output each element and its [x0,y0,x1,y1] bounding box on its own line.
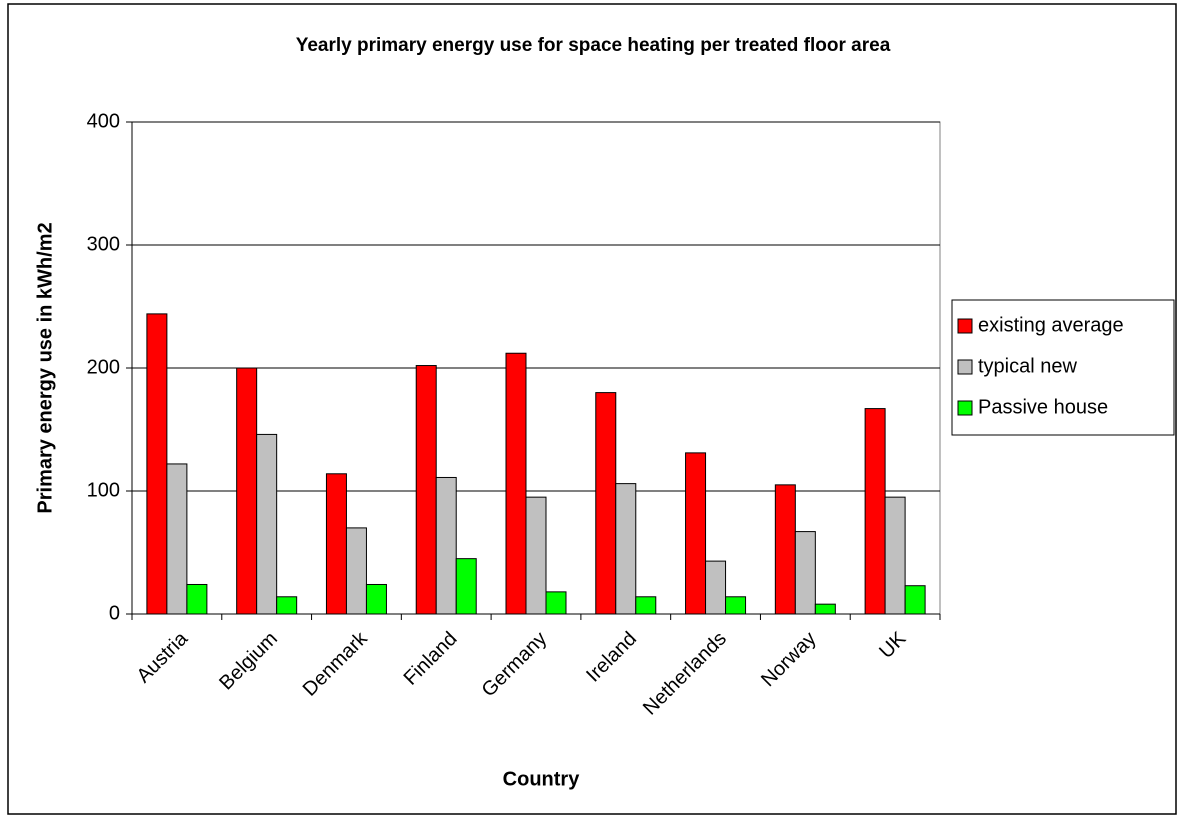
bar [595,392,617,615]
bar [864,408,886,615]
bar [415,365,437,615]
bar [146,313,168,615]
legend-box [951,299,1175,436]
bar [186,583,208,615]
legend-label: Passive house [978,396,1108,418]
bar [236,367,258,615]
bar [345,527,367,615]
bar [725,596,747,615]
bar [166,463,188,615]
bar [705,560,727,615]
legend-swatch [957,318,973,334]
bar [685,452,707,615]
y-tick-label: 300 [87,233,120,255]
bar [774,484,796,615]
bar [545,591,567,615]
bar [455,558,477,615]
bar [365,583,387,615]
legend-label: existing average [978,314,1124,336]
x-axis-title: Country [503,768,581,790]
legend-label: typical new [978,355,1077,377]
legend-swatch [957,400,973,416]
bar [615,483,637,615]
bar [794,531,816,615]
legend-swatch [957,359,973,375]
y-tick-label: 200 [87,356,120,378]
y-tick-label: 400 [87,110,120,132]
bar [435,476,457,615]
bar [256,433,278,615]
chart-title: Yearly primary energy use for space heat… [296,35,891,56]
y-tick-label: 0 [109,602,120,624]
y-tick-label: 100 [87,479,120,501]
bar [505,352,527,615]
bar [884,496,906,615]
bar [814,603,836,615]
y-axis-title: Primary energy use in kWh/m2 [34,222,56,513]
bar [325,473,347,615]
bar [904,585,926,615]
bar [635,596,657,615]
bar [525,496,547,615]
bar [276,596,298,615]
